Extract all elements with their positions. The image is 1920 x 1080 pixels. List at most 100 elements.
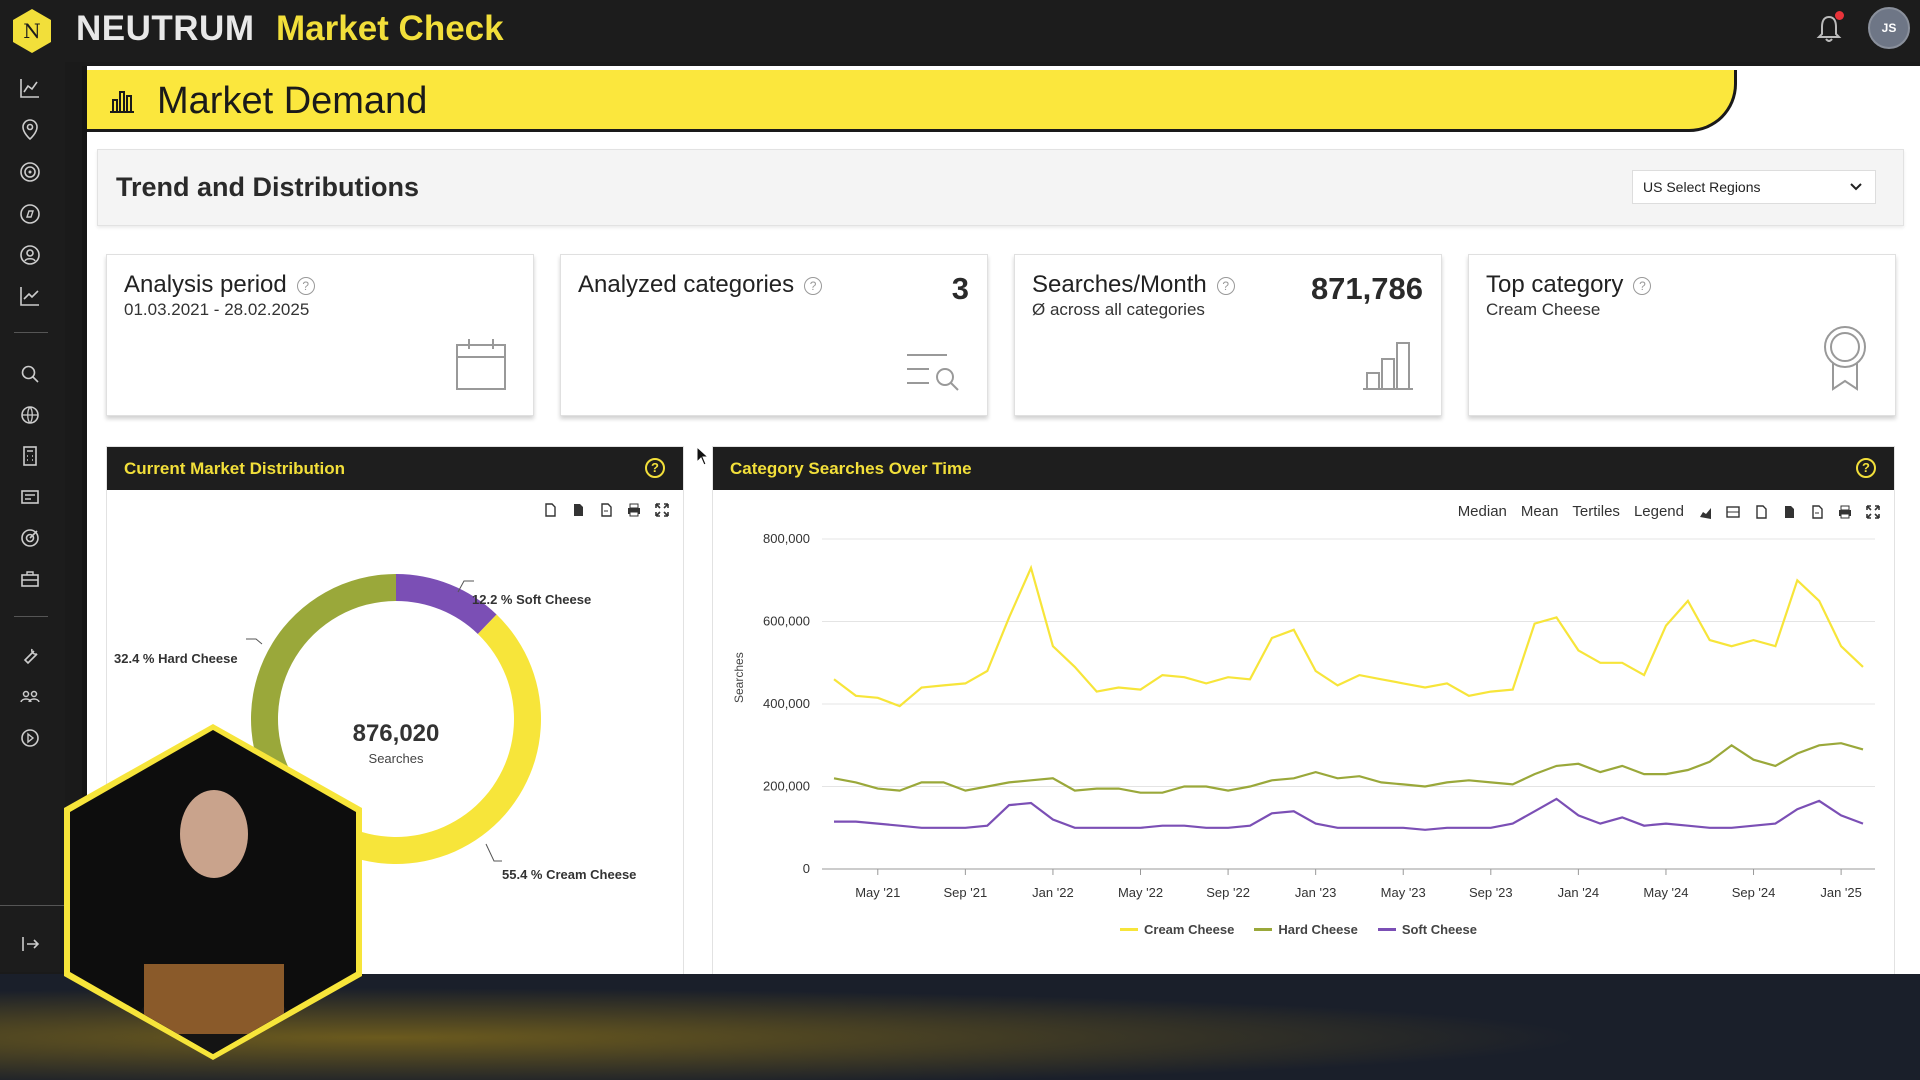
- x-tick-label: Jan '23: [1295, 885, 1337, 900]
- sidebar-divider: [0, 905, 65, 906]
- help-icon[interactable]: ?: [804, 276, 823, 295]
- series-line-hard-cheese[interactable]: [833, 742, 1864, 794]
- calculator-icon[interactable]: [18, 444, 42, 468]
- y-axis-title: Searches: [732, 652, 746, 703]
- kpi-title: Top category?: [1486, 271, 1652, 299]
- legend-button[interactable]: Legend: [1633, 503, 1684, 520]
- legend-swatch: [1120, 928, 1138, 931]
- print-icon[interactable]: [1838, 505, 1852, 519]
- kpi-subtitle: Ø across all categories: [1032, 300, 1205, 319]
- donut-label-soft: 12.2 % Soft Cheese: [472, 592, 592, 607]
- help-icon[interactable]: ?: [645, 458, 665, 478]
- donut-label-cream: 55.4 % Cream Cheese: [502, 867, 637, 882]
- location-icon[interactable]: [18, 118, 42, 142]
- kpi-subtitle: 01.03.2021 - 28.02.2025: [124, 300, 310, 319]
- region-select[interactable]: US Select Regions: [1632, 170, 1876, 204]
- panel-header: Category Searches Over Time ?: [713, 447, 1894, 490]
- goal-icon[interactable]: [18, 526, 42, 550]
- bell-icon[interactable]: [1814, 13, 1844, 45]
- background-decoration: [0, 974, 1920, 1080]
- kpi-value: 3: [951, 271, 969, 306]
- team-icon[interactable]: [18, 685, 42, 709]
- region-select-value: US Select Regions: [1643, 179, 1761, 195]
- calendar-icon: [456, 339, 506, 390]
- donut-slice-hard-cheese[interactable]: [251, 574, 396, 785]
- kpi-subtitle: Cream Cheese: [1486, 300, 1601, 319]
- tertiles-button[interactable]: Tertiles: [1572, 503, 1620, 520]
- globe-icon[interactable]: [18, 403, 42, 427]
- play-icon[interactable]: [18, 726, 42, 750]
- x-tick-label: Jan '24: [1558, 885, 1600, 900]
- legend-item-soft[interactable]: Soft Cheese: [1377, 922, 1477, 937]
- avatar[interactable]: JS: [1868, 7, 1910, 49]
- export-jpg-icon[interactable]: [1782, 505, 1796, 519]
- x-tick-label: Jan '22: [1032, 885, 1074, 900]
- presenter-video: [64, 724, 362, 1060]
- donut-slice-cream-cheese[interactable]: [266, 614, 542, 864]
- section-title: Trend and Distributions: [116, 172, 420, 202]
- kpi-analyzed-categories: Analyzed categories? 3: [560, 254, 988, 416]
- search-icon[interactable]: [18, 362, 42, 386]
- panel-header: Current Market Distribution ?: [107, 447, 683, 490]
- notification-dot: [1835, 11, 1844, 20]
- kpi-top-category: Top category? Cream Cheese: [1468, 254, 1896, 416]
- export-jpg-icon[interactable]: [571, 503, 585, 517]
- donut-label-hard: 32.4 % Hard Cheese: [114, 651, 238, 666]
- svg-text:N: N: [23, 19, 41, 43]
- section-header: Trend and Distributions US Select Region…: [97, 149, 1904, 226]
- export-png-icon[interactable]: [543, 503, 557, 517]
- export-pdf-icon[interactable]: [1810, 504, 1824, 519]
- donut-slice-soft-cheese[interactable]: [396, 574, 497, 635]
- export-png-icon[interactable]: [1754, 504, 1768, 519]
- briefcase-icon[interactable]: [18, 567, 42, 591]
- area-chart-icon[interactable]: [1698, 505, 1712, 519]
- series-line-cream-cheese[interactable]: [833, 564, 1864, 708]
- help-icon[interactable]: ?: [1216, 276, 1235, 295]
- logo-icon[interactable]: N: [12, 8, 52, 54]
- kpi-title-text: Analyzed categories: [578, 271, 795, 298]
- legend-item-cream[interactable]: Cream Cheese: [1120, 922, 1234, 937]
- x-tick-label: Sep '21: [944, 885, 988, 900]
- legend-item-hard[interactable]: Hard Cheese: [1254, 922, 1358, 937]
- kpi-title-text: Top category: [1486, 271, 1624, 298]
- leader-line: [485, 843, 502, 862]
- help-icon[interactable]: ?: [296, 276, 315, 295]
- y-tick-label: 0: [803, 861, 810, 876]
- x-tick-label: May '21: [855, 885, 900, 900]
- export-pdf-icon[interactable]: [599, 503, 613, 517]
- table-icon[interactable]: [1726, 505, 1740, 519]
- trend-icon[interactable]: [18, 284, 42, 308]
- print-icon[interactable]: [627, 503, 641, 517]
- series-line-soft-cheese[interactable]: [834, 797, 1864, 831]
- donut-total: 876,020: [352, 720, 440, 747]
- fullscreen-icon[interactable]: [1866, 504, 1880, 519]
- compass-icon[interactable]: [18, 202, 42, 226]
- leader-line: [457, 580, 474, 593]
- help-icon[interactable]: ?: [1633, 276, 1652, 295]
- sidebar: [0, 62, 65, 972]
- x-tick-label: May '23: [1381, 885, 1426, 900]
- line-chart: 800,000 600,000 400,000 200,000 0 May '21 Sep …: [763, 531, 1875, 900]
- fullscreen-icon[interactable]: [655, 503, 669, 517]
- help-icon[interactable]: ?: [1856, 458, 1876, 478]
- top-bar: N NEUTRUM Market Check JS: [0, 0, 1920, 62]
- donut-total-label: Searches: [368, 751, 424, 766]
- analytics-icon[interactable]: [18, 76, 42, 100]
- kpi-title: Analyzed categories?: [578, 271, 823, 299]
- donut-chart: [246, 574, 542, 864]
- panel-title: Category Searches Over Time: [730, 459, 972, 478]
- legend-swatch: [1377, 928, 1396, 931]
- x-tick-label: May '22: [1118, 885, 1163, 900]
- card-icon[interactable]: [18, 485, 42, 509]
- user-search-icon[interactable]: [18, 243, 42, 267]
- trend-panel: Category Searches Over Time ? Median Mea…: [712, 446, 1895, 976]
- y-tick-label: 400,000: [763, 696, 810, 711]
- cursor-icon: [696, 446, 710, 466]
- target-icon[interactable]: [18, 160, 42, 184]
- median-button[interactable]: Median: [1457, 503, 1507, 520]
- main-left-border: [82, 66, 87, 976]
- wrench-icon[interactable]: [18, 644, 42, 668]
- logout-icon[interactable]: [18, 932, 42, 956]
- mean-button[interactable]: Mean: [1520, 503, 1559, 520]
- bar-chart-icon: [110, 91, 134, 113]
